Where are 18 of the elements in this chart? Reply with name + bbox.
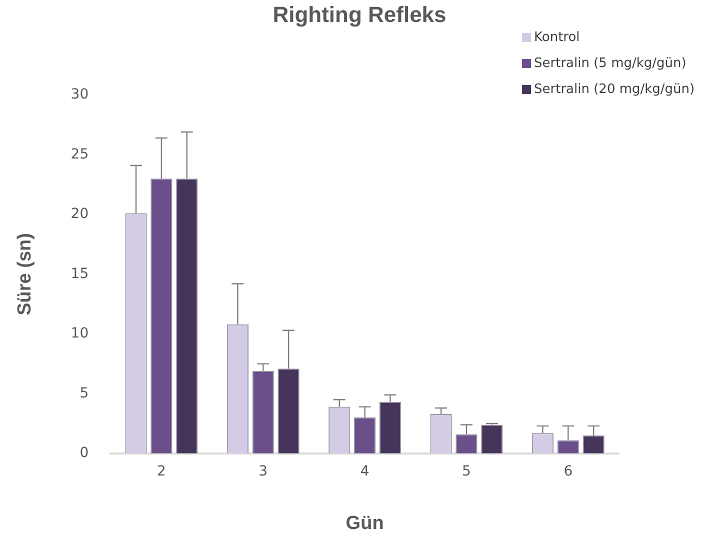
y-tick-label: 0 (80, 445, 89, 462)
legend-label: Sertralin (20 mg/kg/gün) (534, 82, 695, 97)
y-tick-label: 15 (70, 266, 89, 282)
x-tick-label: 5 (462, 463, 471, 480)
x-axis-title: Gün (346, 512, 384, 534)
chart-title: Righting Refleks (272, 2, 448, 28)
legend-label: Sertralin (5 mg/kg/gün) (534, 56, 686, 71)
legend-label: Kontrol (534, 30, 580, 45)
y-tick-label: 10 (70, 326, 89, 342)
x-tick-label: 6 (564, 463, 573, 480)
y-tick-label: 5 (80, 385, 89, 402)
y-axis-title: Süre (sn) (14, 233, 36, 316)
x-tick-label: 4 (360, 463, 370, 480)
y-tick-label: 25 (70, 146, 89, 162)
y-tick-label: 30 (70, 86, 89, 103)
x-tick-label: 3 (258, 463, 268, 480)
y-tick-label: 20 (70, 206, 89, 222)
x-tick-label: 2 (156, 463, 166, 480)
